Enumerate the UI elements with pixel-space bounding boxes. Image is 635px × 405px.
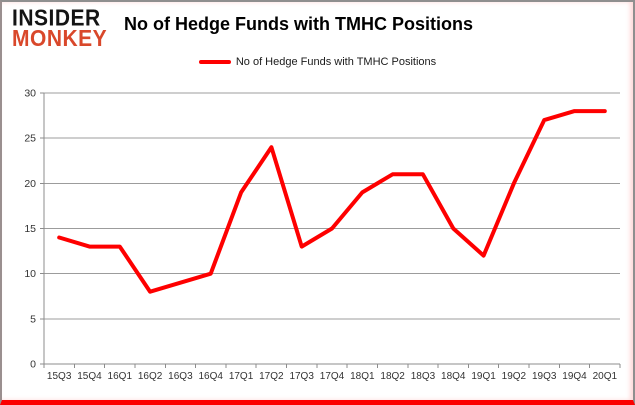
x-axis-tick-label: 18Q1 — [350, 371, 375, 382]
x-axis-tick-label: 15Q4 — [77, 371, 102, 382]
x-axis-tick-label: 19Q1 — [471, 371, 496, 382]
x-axis-tick-label: 17Q2 — [259, 371, 284, 382]
x-axis-tick-label: 16Q4 — [199, 371, 224, 382]
line-chart: 0 5 10 15 20 25 30 15Q3 15Q4 16Q1 16Q2 16Q3 16Q4 17Q1… — [24, 88, 621, 382]
series-line — [57, 109, 607, 294]
x-axis-tick-label: 19Q2 — [502, 371, 527, 382]
y-axis-tick-label: 10 — [24, 268, 36, 280]
x-axis-tick-label: 19Q3 — [532, 371, 557, 382]
y-axis-tick-label: 30 — [24, 88, 36, 100]
x-axis-tick-label: 16Q1 — [108, 371, 133, 382]
x-axis-tick-label: 18Q3 — [411, 371, 436, 382]
x-axis-tick-label: 18Q4 — [441, 371, 466, 382]
x-axis-tick-label: 20Q1 — [593, 371, 618, 382]
x-axis-tick-label: 17Q3 — [289, 371, 314, 382]
x-axis-tick-label: 17Q1 — [229, 371, 254, 382]
y-axis-tick-label: 5 — [30, 313, 36, 325]
x-axis-tick-label: 15Q3 — [47, 371, 72, 382]
legend: No of Hedge Funds with TMHC Positions — [2, 56, 633, 68]
insider-monkey-logo: INSIDER MONKEY — [12, 5, 108, 52]
y-axis-tick-label: 0 — [30, 359, 36, 371]
y-axis-tick-label: 25 — [24, 133, 36, 145]
y-axis-tick-label: 15 — [24, 223, 36, 235]
logo-text-insider: INSIDER — [12, 5, 101, 31]
x-axis-tick-label: 16Q3 — [168, 371, 193, 382]
y-axis-tick-label: 20 — [24, 178, 36, 190]
x-axis-tick-label: 16Q2 — [138, 371, 163, 382]
x-axis-tick-label: 18Q2 — [380, 371, 405, 382]
legend-line-swatch — [198, 60, 231, 64]
x-axis-tick-label: 17Q4 — [320, 371, 345, 382]
legend-label: No of Hedge Funds with TMHC Positions — [235, 56, 437, 68]
logo-text-monkey: MONKEY — [12, 26, 108, 52]
chart-title: No of Hedge Funds with TMHC Positions — [124, 14, 473, 34]
x-axis-tick-label: 19Q4 — [562, 371, 587, 382]
